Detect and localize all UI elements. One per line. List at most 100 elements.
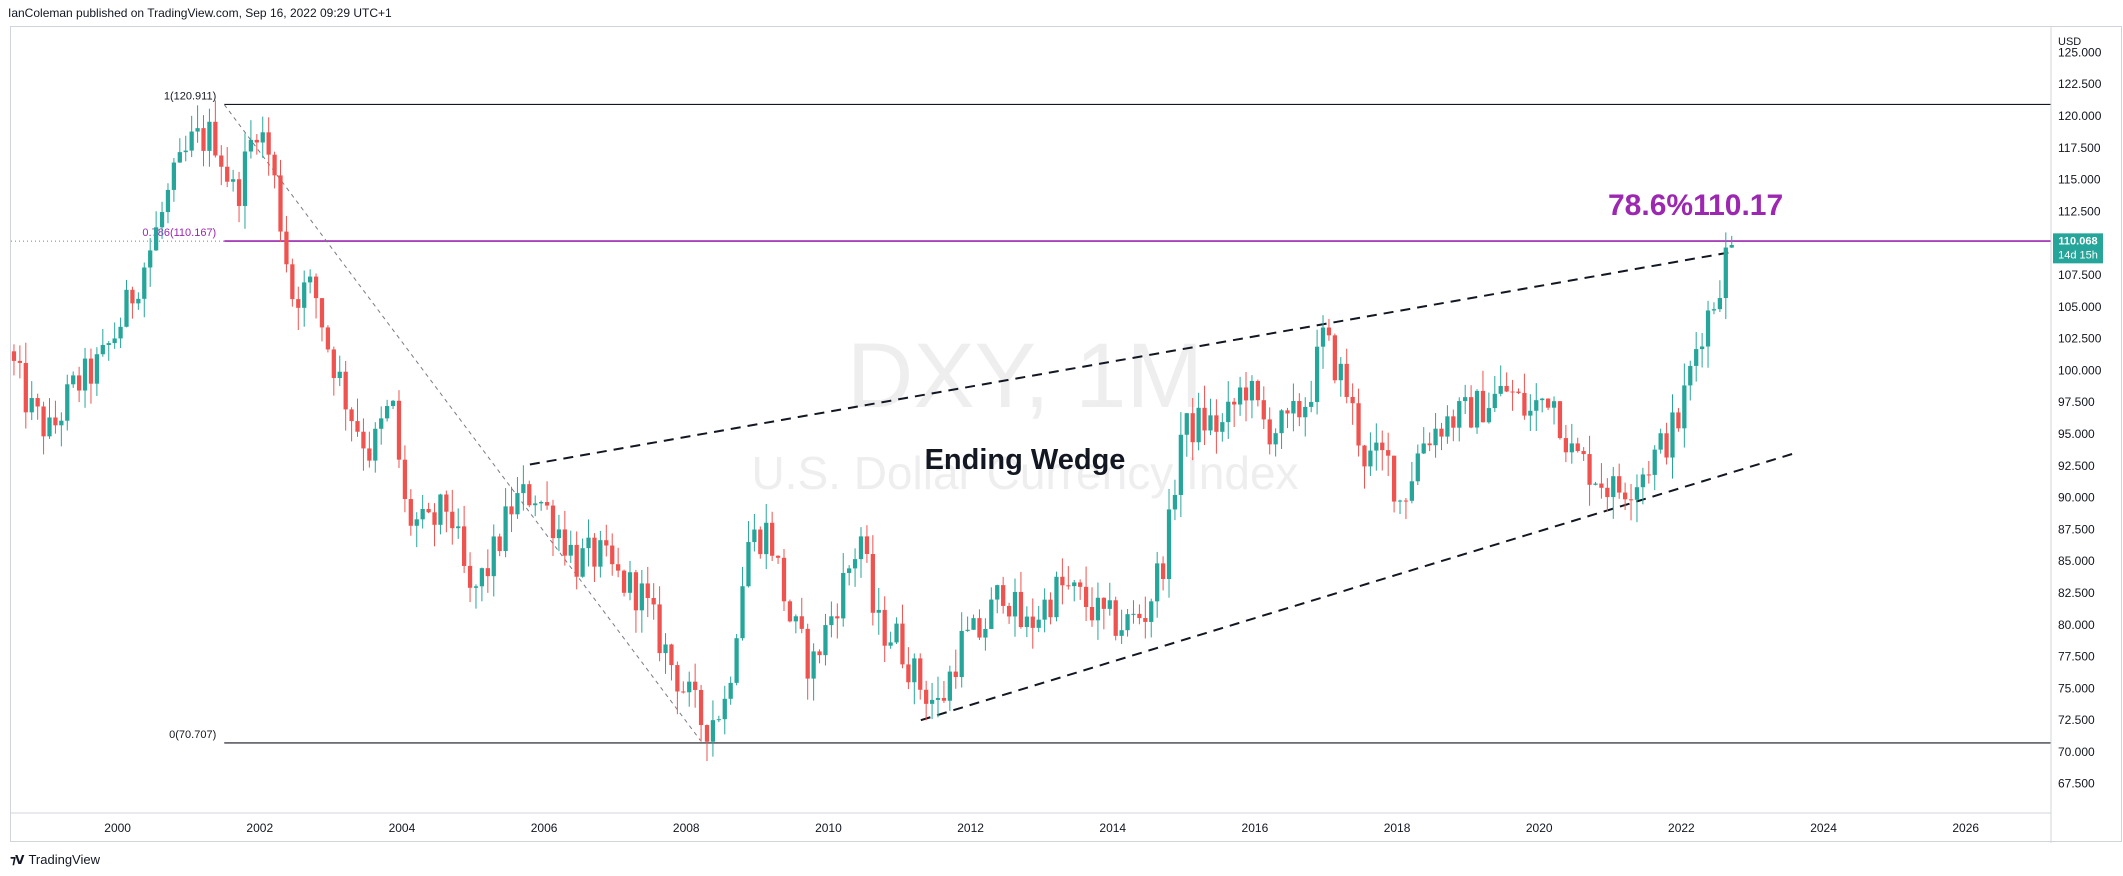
candle-body <box>515 493 520 515</box>
fib-trend-line[interactable] <box>223 104 701 741</box>
candle-body <box>746 542 751 587</box>
x-tick-label: 2018 <box>1384 821 1411 835</box>
candle-body <box>1249 380 1255 401</box>
candle-body <box>1303 406 1308 418</box>
candle-body <box>621 570 627 593</box>
fib-level-label: 1(120.911) <box>164 90 216 102</box>
bar-countdown: 14d 15h <box>2058 249 2098 261</box>
candle-body <box>367 448 372 461</box>
candle-body <box>313 276 319 299</box>
candle-body <box>1391 455 1397 502</box>
candle-body <box>900 623 905 665</box>
candle-body <box>106 343 111 345</box>
candle-body <box>1113 600 1118 636</box>
candle-body <box>1498 385 1503 394</box>
candle-body <box>1522 392 1527 416</box>
tradingview-branding[interactable]: ⁊V TradingView <box>10 852 100 867</box>
candle-body <box>337 371 342 379</box>
candle-body <box>153 227 159 251</box>
candle-body <box>1386 450 1391 456</box>
candle-body <box>1237 387 1243 405</box>
candle-body <box>207 121 212 151</box>
candle-body <box>1006 605 1012 617</box>
time-axis[interactable]: 2000 2002 2004 2006 2008 2010 2012 2014 2016 2018… <box>11 812 2051 835</box>
candle-body <box>171 162 177 190</box>
candle-body <box>1705 310 1711 347</box>
candle-body <box>230 179 236 182</box>
candle-body <box>568 544 573 556</box>
candle-body <box>1652 449 1657 475</box>
candle-body <box>1243 387 1249 401</box>
candle-body <box>1184 413 1189 435</box>
candle-body <box>47 417 52 437</box>
x-tick-label: 2012 <box>957 821 984 835</box>
candle-body <box>1350 396 1355 404</box>
candle-body <box>165 189 171 213</box>
candle-body <box>509 506 514 515</box>
candle-body <box>124 289 129 327</box>
y-tick-label: 105.000 <box>2058 300 2102 314</box>
candle-body <box>1545 398 1551 408</box>
candle-body <box>1380 442 1385 451</box>
candle-body <box>734 638 739 683</box>
candle-body <box>823 625 828 656</box>
candle-body <box>989 599 994 629</box>
candle-body <box>888 642 893 646</box>
candle-body <box>254 139 259 143</box>
candle-body <box>420 509 425 520</box>
candle-body <box>556 529 562 539</box>
candle-body <box>1030 616 1035 628</box>
candle-body <box>841 572 846 619</box>
candle-body <box>456 526 461 529</box>
candle-body <box>1137 613 1142 619</box>
candle-body <box>343 371 348 410</box>
candle-body <box>1599 483 1604 488</box>
candle-body <box>497 536 502 552</box>
candle-body <box>479 568 485 587</box>
candle-body <box>1563 438 1569 453</box>
x-tick-label: 2024 <box>1810 821 1837 835</box>
candle-body <box>1214 415 1219 432</box>
candle-body <box>1717 298 1723 310</box>
fibonacci-retracement[interactable]: 1(120.911) 0.786(110.167) 0(70.707) <box>11 90 2051 744</box>
candle-body <box>817 651 822 656</box>
candle-body <box>805 628 810 679</box>
chart-title-ending-wedge: Ending Wedge <box>925 444 1126 476</box>
candle-body <box>521 484 526 494</box>
candle-body <box>1575 443 1580 452</box>
candle-body <box>242 151 248 206</box>
candle-body <box>284 231 289 265</box>
x-tick-label: 2002 <box>246 821 273 835</box>
price-axis[interactable]: USD 67.500 70.000 72.500 75.000 77.500 80.000… <box>2050 27 2102 843</box>
candle-body <box>728 682 733 699</box>
candle-body <box>213 121 218 156</box>
candle-body <box>373 428 378 461</box>
publisher-line: IanColeman published on TradingView.com,… <box>8 6 392 20</box>
y-tick-label: 97.500 <box>2058 395 2095 409</box>
candle-body <box>390 400 396 407</box>
candle-body <box>1699 346 1705 350</box>
candle-body <box>189 131 194 151</box>
candle-body <box>290 264 295 300</box>
candle-body <box>1036 619 1041 628</box>
price-chart[interactable]: DXY, 1M U.S. Dollar Currency Index 1(120… <box>11 27 2123 843</box>
candle-body <box>414 519 419 526</box>
candle-body <box>675 665 680 692</box>
fib-annotation: 78.6%110.17 <box>1608 189 1783 222</box>
candle-body <box>1634 487 1640 500</box>
candle-body <box>770 522 775 556</box>
candle-body <box>177 152 182 163</box>
candle-body <box>1628 499 1634 501</box>
candle-body <box>1060 576 1065 586</box>
candle-body <box>971 618 976 630</box>
y-tick-label: 87.500 <box>2058 522 2095 536</box>
candle-body <box>1149 601 1154 622</box>
chart-panel[interactable]: DXY, 1M U.S. Dollar Currency Index 1(120… <box>10 26 2123 843</box>
x-tick-label: 2026 <box>1952 821 1979 835</box>
candle-body <box>787 601 793 622</box>
candle-body <box>633 572 639 611</box>
candles <box>11 100 1734 762</box>
candle-body <box>112 338 117 344</box>
candle-body <box>781 557 787 602</box>
candle-body <box>710 720 716 742</box>
